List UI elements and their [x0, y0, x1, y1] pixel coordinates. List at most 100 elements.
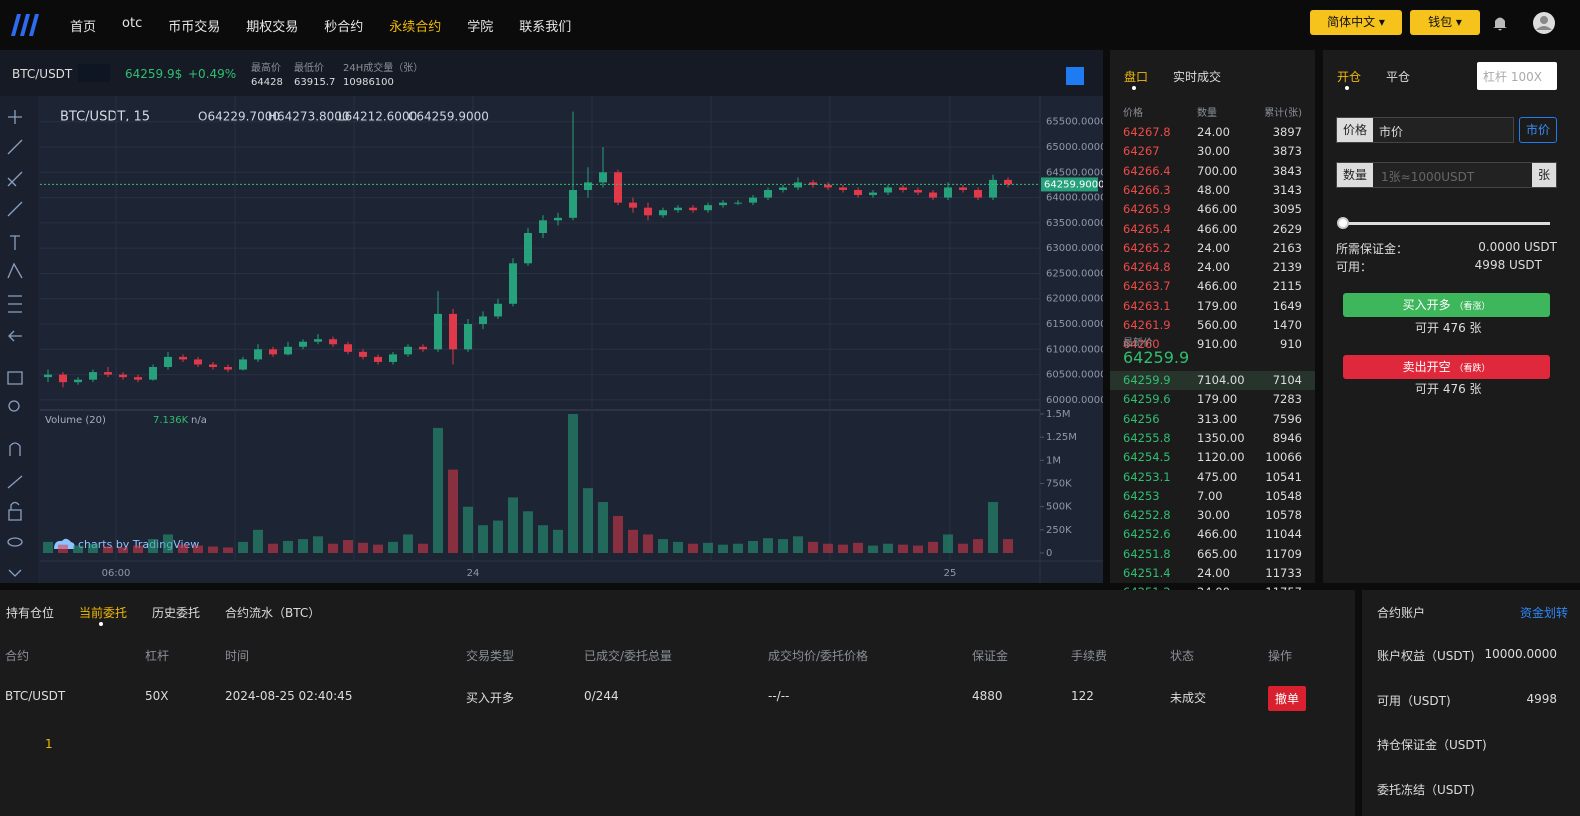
- volume-bar: [313, 536, 323, 553]
- col-total: 1470: [1272, 318, 1302, 332]
- col-total: 910: [1280, 337, 1302, 352]
- candle-body: [719, 202, 727, 206]
- nav-item[interactable]: 永续合约: [389, 20, 442, 35]
- col-qty: 466.00: [1197, 202, 1238, 217]
- page-number[interactable]: 1: [45, 737, 53, 751]
- qty-field[interactable]: 数量 1张≈1000USDT 张: [1336, 162, 1557, 188]
- market-button[interactable]: 市价: [1519, 117, 1557, 143]
- candle-body: [779, 187, 787, 190]
- trade-tab[interactable]: 平仓: [1386, 70, 1411, 84]
- candle-body: [644, 207, 652, 216]
- volume-bar: [613, 515, 623, 553]
- col-total: 10548: [1265, 488, 1302, 503]
- col-total: 2115: [1272, 279, 1302, 294]
- nav-item[interactable]: 首页: [70, 20, 97, 35]
- buy-button[interactable]: 买入开多 （看涨）: [1343, 293, 1550, 317]
- order-cell: 122: [1071, 689, 1094, 703]
- volume-bar: [373, 544, 383, 553]
- volume-bar: [328, 543, 338, 553]
- volume-bar: [103, 546, 113, 553]
- ohlc-value: O64229.7000: [198, 110, 280, 124]
- volume-bar: [853, 542, 863, 553]
- candle-body: [299, 341, 307, 347]
- logo[interactable]: [8, 10, 40, 38]
- nav-item[interactable]: 期权交易: [246, 20, 299, 35]
- volume-bar: [418, 543, 428, 553]
- candle-body: [119, 374, 127, 378]
- nav-item[interactable]: otc: [122, 16, 143, 31]
- candle-body: [944, 187, 952, 198]
- toolbar-icons[interactable]: [7, 110, 23, 577]
- col-qty: 48.00: [1197, 182, 1230, 197]
- candle-body: [149, 367, 157, 380]
- volume-bar: [868, 545, 878, 553]
- qty-label: 数量: [1337, 163, 1373, 187]
- orders-tab[interactable]: 历史委托: [152, 606, 201, 620]
- nav-item[interactable]: 学院: [467, 20, 494, 35]
- orders-header: 状态: [1170, 649, 1195, 663]
- volume-bar: [508, 497, 518, 553]
- candle-body: [539, 220, 547, 233]
- price-field[interactable]: 价格 市价: [1336, 117, 1514, 143]
- time-label: 25: [944, 568, 957, 579]
- bell-icon[interactable]: [1492, 14, 1508, 32]
- language-button[interactable]: 简体中文 ▾: [1310, 10, 1402, 35]
- volume-bar: [88, 543, 98, 553]
- candle-body: [914, 189, 922, 193]
- volume-bar: [733, 543, 743, 553]
- ticker-bar: BTC/USDT 64259.9$ +0.49% 最高价 64428 最低价 6391…: [0, 50, 1103, 96]
- order-cell: 50X: [145, 689, 169, 703]
- volume-bar: [343, 540, 353, 553]
- orders-tab[interactable]: 当前委托: [79, 606, 128, 620]
- col-qty: 30.00: [1197, 144, 1230, 159]
- y-tick-label: 60000.0000: [1046, 395, 1103, 406]
- candle-body: [254, 349, 262, 360]
- book-tab[interactable]: 盘口: [1124, 70, 1149, 84]
- orders-tab[interactable]: 合约流水（BTC）: [225, 606, 321, 620]
- transfer-link[interactable]: 资金划转: [1519, 606, 1568, 620]
- candle-body: [809, 182, 817, 185]
- col-price: 64259.9: [1123, 373, 1171, 387]
- price-label: 价格: [1337, 118, 1373, 142]
- nav-item[interactable]: 联系我们: [519, 20, 572, 35]
- volume-bar: [268, 543, 278, 553]
- change: +0.49%: [188, 67, 237, 81]
- candle-body: [839, 187, 847, 190]
- wallet-button[interactable]: 钱包 ▾: [1410, 10, 1480, 35]
- col-total: 10578: [1265, 508, 1302, 523]
- volume-bar: [598, 502, 608, 553]
- nav-item[interactable]: 币币交易: [168, 20, 221, 35]
- leverage-input[interactable]: 杠杆 100X: [1477, 62, 1557, 90]
- col-price: 64265.4: [1123, 221, 1171, 236]
- cancel-button[interactable]: 撤单: [1268, 686, 1307, 711]
- candle-body: [59, 374, 67, 383]
- stat-value: 63915.7: [294, 77, 336, 88]
- orders-header: 成交均价/委托价格: [768, 649, 869, 663]
- avatar[interactable]: [1532, 11, 1556, 35]
- book-tab[interactable]: 实时成交: [1173, 70, 1222, 84]
- volume-bar: [778, 539, 788, 553]
- avail-value: 4998 USDT: [1474, 258, 1542, 272]
- volume-bar: [808, 541, 818, 553]
- col-price: 64255.8: [1123, 430, 1171, 445]
- col-qty: 700.00: [1197, 163, 1238, 178]
- col-total: 10541: [1265, 469, 1302, 484]
- nav-item[interactable]: 秒合约: [324, 20, 364, 35]
- slider-handle[interactable]: [1337, 217, 1349, 229]
- orders-header: 时间: [225, 649, 250, 663]
- avail-label: 可用：: [1336, 260, 1373, 274]
- order-cell: 买入开多: [466, 691, 515, 705]
- col-total: 3143: [1272, 182, 1302, 197]
- volume-bar: [913, 545, 923, 553]
- col-price: 64260: [1123, 337, 1160, 352]
- color-toggle[interactable]: [1066, 67, 1084, 85]
- col-qty: 475.00: [1197, 469, 1238, 484]
- col-qty: 313.00: [1197, 411, 1238, 426]
- volume-bar: [703, 542, 713, 553]
- sell-button[interactable]: 卖出开空 （看跌）: [1343, 355, 1550, 379]
- trade-tab[interactable]: 开仓: [1337, 70, 1362, 84]
- col-price: 64259.6: [1123, 392, 1171, 407]
- volume-tick-label: 1M: [1046, 455, 1061, 466]
- orders-tab[interactable]: 持有仓位: [6, 606, 55, 620]
- account-label: 委托冻结（USDT): [1377, 782, 1475, 797]
